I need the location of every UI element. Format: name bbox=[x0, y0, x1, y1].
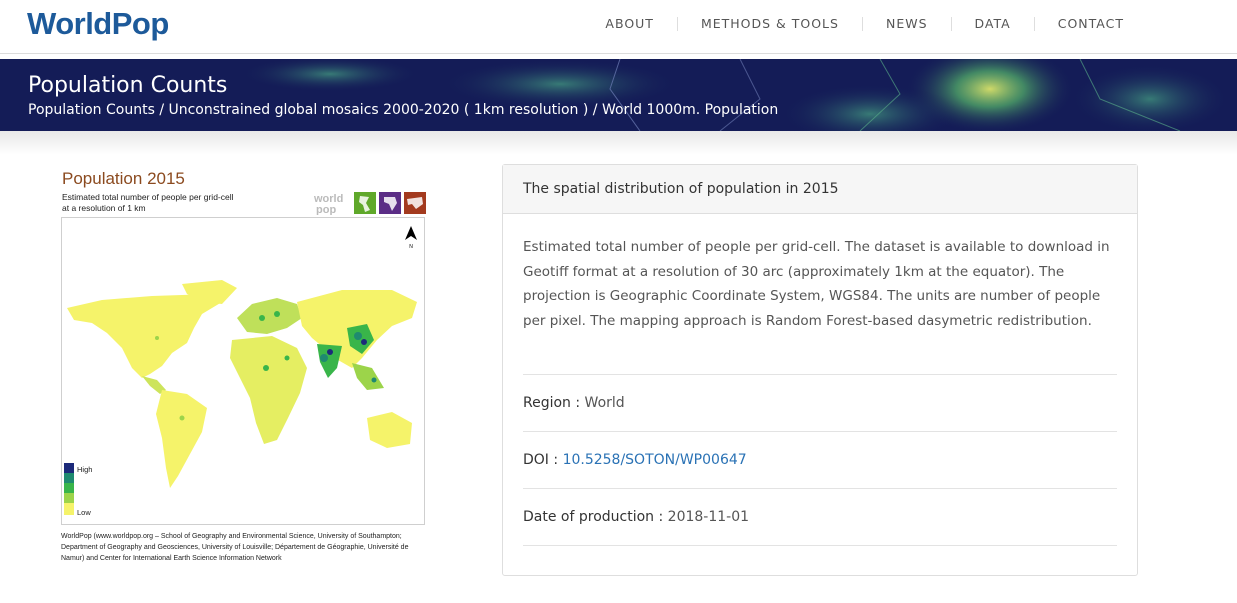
region-value: World bbox=[584, 395, 625, 411]
top-navbar: WorldPop ABOUT METHODS & TOOLS NEWS DATA… bbox=[0, 0, 1237, 54]
logo-word-world: world bbox=[314, 193, 343, 205]
region-label: Region : bbox=[523, 395, 581, 411]
date-of-production-row: Date of production : 2018-11-01 bbox=[523, 488, 1117, 546]
continents-layer bbox=[67, 280, 417, 488]
doi-link[interactable]: 10.5258/SOTON/WP00647 bbox=[562, 452, 747, 468]
legend-swatch-mid3 bbox=[64, 473, 74, 483]
worldpop-logo[interactable]: WorldPop bbox=[27, 6, 169, 41]
legend-swatch-mid1 bbox=[64, 493, 74, 503]
region-row: Region : World bbox=[523, 374, 1117, 432]
panel-header bbox=[503, 165, 1137, 214]
north-arrow-label: N bbox=[409, 244, 413, 250]
legend-swatch-mid2 bbox=[64, 483, 74, 493]
page-banner: Population Counts Population Counts / Un… bbox=[0, 59, 1237, 131]
india-shape bbox=[317, 344, 342, 378]
world-population-map: N bbox=[61, 217, 425, 525]
night-lights-background-image bbox=[240, 59, 1230, 131]
legend-swatch-high bbox=[64, 463, 74, 473]
worldpop-continent-logos: world pop bbox=[314, 192, 426, 215]
nav-news[interactable]: NEWS bbox=[861, 17, 951, 31]
map-subtitle-line-2: at a resolution of 1 km bbox=[62, 203, 146, 213]
legend-swatch-low bbox=[64, 503, 74, 515]
southeast-asia-shape bbox=[352, 363, 384, 390]
high-density-spots bbox=[155, 311, 377, 421]
doi-label: DOI : bbox=[523, 452, 559, 468]
south-america-shape bbox=[156, 390, 207, 488]
next-row bbox=[523, 545, 1117, 603]
australia-shape bbox=[367, 412, 412, 448]
legend-low-label: Low bbox=[77, 508, 91, 517]
asia-silhouette-icon bbox=[407, 197, 423, 209]
date-of-production-value: 2018-11-01 bbox=[667, 509, 750, 525]
americas-silhouette-icon bbox=[359, 196, 370, 212]
panel-title: The spatial distribution of population i… bbox=[523, 181, 839, 197]
africa-silhouette-icon bbox=[384, 197, 397, 211]
africa-shape bbox=[230, 336, 307, 444]
nav-data[interactable]: DATA bbox=[950, 17, 1034, 31]
map-credit-text: WorldPop (www.worldpop.org – School of G… bbox=[61, 533, 409, 562]
map-legend: High Low bbox=[64, 463, 92, 517]
banner-shadow bbox=[0, 131, 1237, 155]
page-title: Population Counts bbox=[28, 73, 228, 98]
dataset-info-panel: The spatial distribution of population i… bbox=[502, 164, 1138, 576]
doi-row: DOI : 10.5258/SOTON/WP00647 bbox=[523, 431, 1117, 489]
nav-about[interactable]: ABOUT bbox=[605, 16, 654, 31]
population-map-figure: Population 2015 Estimated total number o… bbox=[58, 166, 428, 562]
central-america-shape bbox=[142, 376, 166, 394]
date-of-production-label: Date of production : bbox=[523, 509, 664, 525]
north-arrow-icon: N bbox=[405, 226, 417, 250]
greenland-shape bbox=[182, 280, 237, 304]
nav-methods-tools[interactable]: METHODS & TOOLS bbox=[676, 17, 862, 31]
nav-contact[interactable]: CONTACT bbox=[1033, 17, 1147, 31]
main-nav: ABOUT METHODS & TOOLS NEWS DATA CONTACT bbox=[582, 0, 1147, 48]
north-america-shape bbox=[67, 294, 222, 378]
legend-high-label: High bbox=[77, 465, 92, 474]
europe-shape bbox=[237, 298, 302, 334]
map-subtitle-line-1: Estimated total number of people per gri… bbox=[62, 192, 234, 202]
breadcrumb: Population Counts / Unconstrained global… bbox=[28, 102, 779, 118]
map-subtitle: Estimated total number of people per gri… bbox=[62, 192, 262, 214]
logo-word-pop: pop bbox=[316, 204, 336, 215]
dataset-description: Estimated total number of people per gri… bbox=[523, 239, 1110, 329]
map-title: Population 2015 bbox=[62, 169, 185, 188]
